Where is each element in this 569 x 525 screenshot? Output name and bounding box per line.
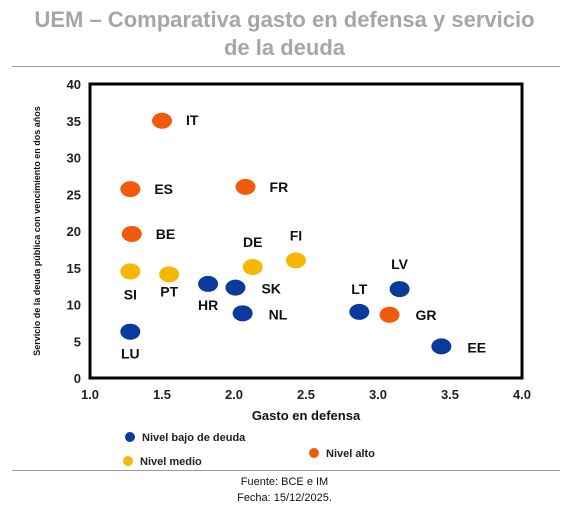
point-sk — [225, 279, 246, 296]
point-label-be: BE — [156, 226, 175, 242]
point-label-lu: LU — [121, 346, 140, 362]
point-es — [120, 181, 141, 198]
point-lv — [389, 281, 410, 298]
point-label-es: ES — [154, 181, 173, 197]
point-label-ee: EE — [467, 339, 486, 355]
y-axis-label: Servicio de la deuda pública con vencimi… — [32, 106, 42, 356]
chart-title-line-2: de la deuda — [223, 35, 346, 60]
point-label-de: DE — [243, 234, 262, 250]
point-fi — [285, 252, 306, 269]
point-nl — [232, 305, 253, 322]
point-si — [120, 263, 141, 280]
point-label-sk: SK — [261, 281, 280, 297]
y-tick-label: 30 — [67, 151, 81, 166]
point-label-fi: FI — [290, 227, 302, 243]
point-label-lt: LT — [351, 281, 368, 297]
point-label-it: IT — [186, 112, 199, 128]
y-tick-label: 5 — [74, 334, 81, 349]
chart-title-line-1: UEM – Comparativa gasto en defensa y ser… — [34, 7, 535, 32]
y-tick-label: 15 — [67, 261, 81, 276]
legend-label-bajo: Nivel bajo de deuda — [142, 432, 246, 444]
point-it — [152, 112, 172, 129]
y-tick-label: 25 — [67, 187, 81, 202]
x-tick-label: 4.0 — [513, 387, 531, 402]
point-pt — [159, 266, 180, 283]
legend-label-medio: Nivel medio — [140, 456, 202, 468]
point-label-si: SI — [124, 286, 137, 302]
x-axis-label: Gasto en defensa — [252, 408, 361, 423]
point-fr — [235, 178, 256, 195]
y-tick-label: 40 — [67, 77, 81, 92]
title-divider — [12, 66, 560, 67]
x-tick-label: 2.5 — [297, 387, 315, 402]
point-hr — [198, 275, 219, 292]
x-tick-label: 3.0 — [369, 387, 387, 402]
y-tick-label: 35 — [67, 114, 81, 129]
point-label-nl: NL — [269, 306, 288, 322]
point-label-lv: LV — [391, 256, 409, 272]
legend-marker-medio — [123, 456, 133, 466]
point-label-hr: HR — [198, 297, 218, 313]
y-tick-label: 20 — [67, 224, 81, 239]
x-tick-label: 1.0 — [81, 387, 99, 402]
date-note: Fecha: 15/12/2025. — [237, 492, 332, 504]
point-de — [242, 259, 263, 276]
point-label-fr: FR — [270, 179, 289, 195]
point-be — [121, 225, 142, 242]
point-gr — [379, 306, 400, 323]
scatter-chart: 1.0 1.5 2.0 2.5 3.0 3.5 4.0 0 5 10 15 20 25 30 35 40 Gas… — [32, 77, 531, 468]
point-lu — [120, 323, 141, 340]
legend-marker-bajo — [125, 432, 135, 442]
legend-label-alto: Nivel alto — [326, 448, 375, 460]
y-tick-label: 10 — [67, 298, 81, 313]
x-tick-label: 1.5 — [153, 387, 171, 402]
x-tick-label: 2.0 — [225, 387, 243, 402]
plot-frame — [88, 82, 524, 380]
point-label-pt: PT — [160, 283, 178, 299]
point-ee — [431, 338, 452, 355]
point-lt — [349, 303, 370, 320]
legend-marker-alto — [309, 448, 319, 458]
point-label-gr: GR — [416, 307, 437, 323]
source-note: Fuente: BCE e IM — [240, 476, 329, 488]
y-tick-label: 0 — [74, 371, 81, 386]
x-tick-label: 3.5 — [441, 387, 459, 402]
footer-divider — [12, 470, 560, 471]
